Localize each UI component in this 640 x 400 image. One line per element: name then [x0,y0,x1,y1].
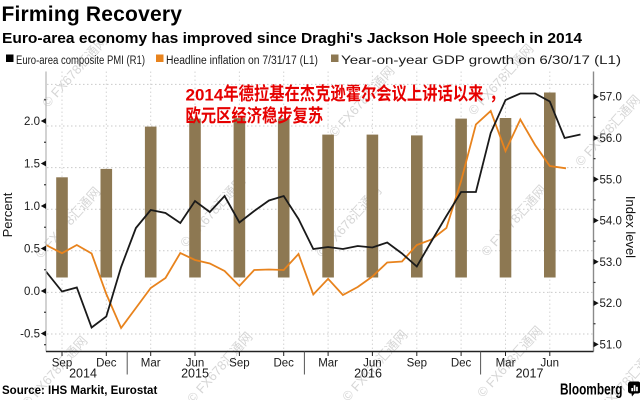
svg-text:Euro-area composite PMI (R1): Euro-area composite PMI (R1) [16,55,145,67]
svg-text:52.0: 52.0 [600,298,622,310]
svg-text:Euro-area economy has improved: Euro-area economy has improved since Dra… [2,31,582,47]
svg-text:56.0: 56.0 [600,133,622,145]
svg-text:2014: 2014 [69,367,97,381]
svg-text:0.5: 0.5 [24,244,40,256]
svg-text:Index level: Index level [623,196,638,258]
svg-text:54.0: 54.0 [600,216,622,228]
svg-text:Mar: Mar [318,358,338,370]
svg-text:Dec: Dec [96,358,117,370]
svg-text:Mar: Mar [496,358,516,370]
svg-text:2014: 2014 [186,86,224,105]
svg-text:-0.5: -0.5 [20,329,40,341]
svg-text:Sep: Sep [229,358,249,370]
svg-text:Mar: Mar [141,358,161,370]
svg-text:2015: 2015 [181,367,209,381]
svg-text:1.5: 1.5 [24,159,40,171]
svg-text:Sep: Sep [52,358,72,370]
svg-text:Sep: Sep [407,358,427,370]
svg-text:Percent: Percent [0,192,15,237]
svg-text:0.0: 0.0 [24,286,40,298]
svg-text:Source: IHS Markit, Eurostat: Source: IHS Markit, Eurostat [2,385,157,397]
svg-text:Jun: Jun [541,358,560,370]
svg-text:Jun: Jun [186,358,205,370]
svg-text:Jun: Jun [363,358,382,370]
svg-text:Year-on-year GDP growth on 6/3: Year-on-year GDP growth on 6/30/17 (L1) [341,55,621,67]
svg-text:Headline inflation on 7/31/17: Headline inflation on 7/31/17 (L1) [166,55,318,67]
svg-text:57.0: 57.0 [600,92,622,104]
svg-text:Firming Recovery: Firming Recovery [2,3,183,26]
svg-text:Dec: Dec [451,358,472,370]
svg-text:2.0: 2.0 [24,116,40,128]
svg-text:2017: 2017 [516,367,544,381]
svg-text:55.0: 55.0 [600,174,622,186]
svg-text:51.0: 51.0 [600,339,622,351]
svg-text:Dec: Dec [273,358,294,370]
svg-text:2016: 2016 [354,367,382,381]
svg-text:1.0: 1.0 [24,201,40,213]
svg-text:53.0: 53.0 [600,257,622,269]
svg-text:Bloomberg: Bloomberg [560,382,623,399]
